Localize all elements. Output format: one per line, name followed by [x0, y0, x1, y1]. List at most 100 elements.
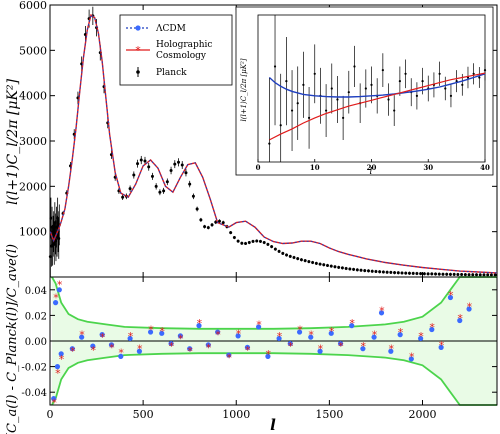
residual-ytick-label: -0.04 [21, 388, 47, 399]
planck-point [348, 267, 352, 271]
inset-planck-point [336, 98, 339, 101]
planck-point [143, 159, 147, 163]
planck-point [482, 273, 486, 277]
inset-planck-point [347, 91, 350, 94]
lcdm-curve [49, 14, 498, 274]
inset-x-axis-label: l [370, 167, 373, 177]
planck-point [381, 270, 385, 274]
lcdm-residual-point [177, 333, 183, 339]
planck-point [273, 247, 277, 251]
residual-x-axis-label: l [270, 416, 276, 434]
planck-point [303, 259, 307, 263]
holographic-residual-point: * [288, 340, 294, 353]
inset-planck-point [415, 94, 418, 97]
planck-point [210, 223, 214, 227]
inset-planck-point [404, 72, 407, 75]
inset-xtick-label: 20 [367, 163, 377, 172]
main-panel: 1000 2000 3000 4000 5000 6000 l(l+1)C_l/2π [μ… [5, 0, 498, 278]
holographic-residual-point: * [308, 329, 314, 342]
lcdm-residual-point [226, 352, 232, 358]
planck-point [448, 272, 452, 276]
holographic-residual-point: * [439, 339, 445, 352]
residual-ytick-label: 0.02 [25, 311, 47, 322]
planck-point [217, 219, 221, 223]
planck-point [139, 158, 143, 162]
legend-planck-label: Planck [156, 68, 187, 78]
legend-holographic-label-2: Cosmology [156, 51, 207, 61]
planck-point [132, 173, 136, 177]
lcdm-residual-point [429, 326, 435, 333]
inset-planck-point [364, 87, 367, 90]
planck-point [158, 190, 162, 194]
planck-point [486, 273, 490, 277]
planck-point [460, 273, 464, 277]
holographic-residual-point: * [297, 323, 303, 336]
holographic-residual-point: * [70, 345, 76, 358]
planck-point [463, 273, 467, 277]
lcdm-residual-point [205, 342, 211, 348]
inset-planck-point [268, 142, 271, 145]
legend-planck-marker [136, 70, 140, 74]
inset-planck-point [285, 80, 288, 83]
planck-point [262, 241, 266, 245]
planck-point [456, 273, 460, 277]
planck-point [400, 271, 404, 275]
main-ytick-label: 6000 [19, 0, 47, 12]
inset-planck-point [387, 98, 390, 101]
planck-point [314, 261, 318, 265]
planck-point [467, 273, 471, 277]
holographic-residual-point: * [318, 343, 324, 356]
holographic-residual-point: * [379, 304, 385, 317]
main-ytick-label: 1000 [19, 226, 47, 239]
planck-point [206, 226, 210, 230]
error-band-lower [51, 352, 497, 406]
residual-ytick-label: 0.00 [25, 337, 47, 348]
lcdm-residual-point [360, 346, 366, 352]
planck-point [270, 245, 274, 249]
planck-point [329, 264, 333, 268]
holographic-residual-point: * [245, 344, 251, 357]
lcdm-residual-point [276, 335, 282, 342]
inset-planck-point [381, 69, 384, 72]
planck-point [191, 194, 195, 198]
inset-planck-point [393, 109, 396, 112]
holographic-residual-point: * [361, 340, 367, 353]
holographic-residual-point: * [148, 323, 154, 336]
inset-planck-point [478, 76, 481, 79]
planck-point [299, 258, 303, 262]
planck-point [389, 270, 393, 274]
inset-planck-point [290, 109, 294, 112]
holographic-residual-point: * [429, 321, 435, 334]
main-y-axis-label: l(l+1)C_l/2π [μK²] [5, 78, 21, 205]
inset-planck-point [461, 83, 464, 86]
holographic-residual-point: * [178, 332, 184, 345]
planck-point [445, 272, 449, 276]
planck-point [363, 269, 367, 273]
planck-point [374, 269, 378, 273]
inset-y-axis-label: l(l+1)C_l/2π [μK²] [240, 58, 248, 121]
lcdm-residual-point [147, 329, 154, 335]
inset-planck-point [449, 94, 453, 97]
inset-holographic-curve [269, 72, 486, 141]
inset-ticks: 0 10 20 30 40 [256, 159, 490, 172]
holographic-residual-point: * [169, 340, 175, 353]
inset-planck-point [353, 65, 356, 68]
holographic-residual-point: * [159, 325, 165, 338]
inset-planck-point [273, 65, 277, 68]
planck-point [385, 270, 389, 274]
lcdm-residual-point [118, 353, 124, 359]
inset-planck-point [313, 72, 316, 75]
holographic-residual-point: * [398, 326, 404, 339]
planck-point [121, 195, 125, 199]
inset-xtick-label: 10 [310, 163, 320, 172]
planck-point [411, 271, 415, 275]
lcdm-residual-point [296, 329, 303, 335]
inset-xtick-label: 30 [423, 163, 433, 172]
legend-holographic-label-1: Holographic [156, 40, 212, 50]
lcdm-residual-point [56, 287, 62, 293]
planck-point [195, 207, 199, 211]
planck-point [232, 236, 236, 240]
planck-point [154, 184, 158, 188]
holographic-residual-point: * [109, 341, 115, 354]
